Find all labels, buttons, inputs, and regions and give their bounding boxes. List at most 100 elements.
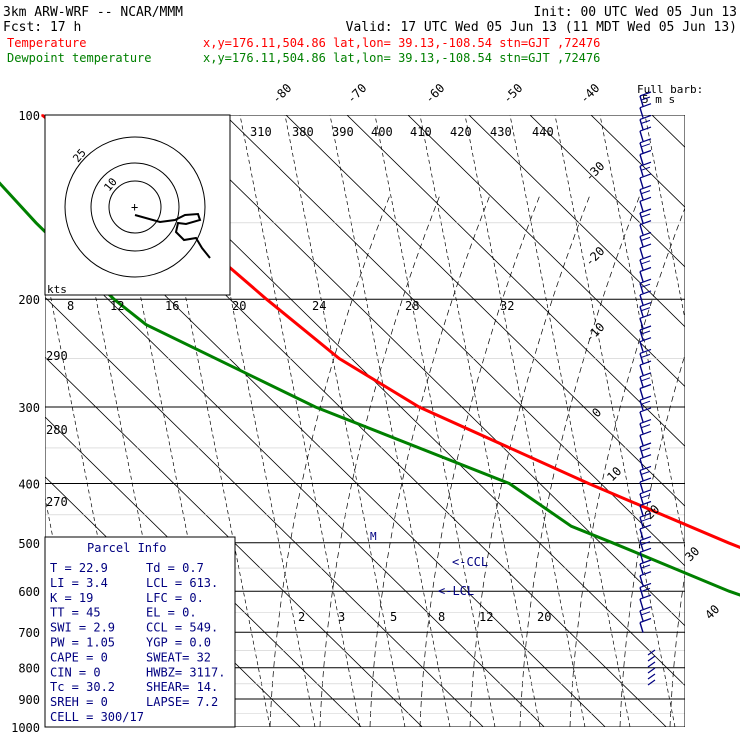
pressure-labels: 100 200 300 400 500 600 700 800 900 1000 <box>11 109 40 735</box>
parcel-info-value: LI = 3.4 <box>50 576 108 590</box>
mixing-ratio-label: 24 <box>312 299 326 313</box>
skewed-temp-label: 30 <box>682 544 702 564</box>
wind-barb <box>639 107 644 118</box>
wind-barb <box>647 679 656 686</box>
parcel-info-value: SREH = 0 <box>50 695 108 709</box>
wind-barb-flag <box>639 547 652 553</box>
pressure-tick-label: 500 <box>18 537 40 551</box>
parcel-info-value: Tc = 30.2 <box>50 680 115 694</box>
wind-barb-flag <box>641 587 651 592</box>
wind-barb-flag <box>639 196 652 202</box>
dry-adiabat <box>599 115 685 551</box>
hodograph-kts-label: kts <box>47 283 67 296</box>
dewpoint-point <box>145 323 147 326</box>
isotherm <box>163 115 685 627</box>
isotherm <box>590 115 685 208</box>
wind-barb-flag <box>641 330 651 335</box>
hodograph-ring-outer <box>64 136 206 278</box>
wind-barb-flag <box>639 536 652 542</box>
skewed-temp-label: 40 <box>702 602 722 622</box>
wind-barb-flag <box>639 313 652 319</box>
wind-barb-flag <box>639 489 652 495</box>
wind-barb <box>639 505 644 516</box>
mixing-ratio-label: 12 <box>479 610 493 624</box>
wind-barb <box>639 587 644 598</box>
wind-barb-flag <box>639 383 652 390</box>
wind-barb-flag <box>639 255 652 261</box>
wind-barb <box>639 470 644 481</box>
wind-barb-flag <box>639 302 652 308</box>
hodograph-inset: + 25 10 kts <box>44 114 231 296</box>
dewpoint-point <box>611 541 614 544</box>
wind-barb-flag <box>639 395 652 401</box>
isotherm <box>529 115 685 268</box>
wind-barb-flag <box>639 617 652 624</box>
wind-barb <box>647 661 656 668</box>
parcel-info-value: Td = 0.7 <box>146 561 204 575</box>
wind-barb-flag <box>641 517 651 522</box>
wind-barb <box>639 481 644 493</box>
parcel-info-value: K = 19 <box>50 591 93 605</box>
dewpoint-point <box>113 298 115 301</box>
mixing-ratio-label: 20 <box>537 610 551 624</box>
wind-barb <box>639 598 644 610</box>
wind-barb-flag <box>639 500 652 507</box>
skewed-temp-label: -60 <box>422 81 447 106</box>
dry-adiabat <box>464 115 586 727</box>
wind-barb-flag <box>639 114 652 120</box>
pressure-tick-label: 600 <box>18 585 40 599</box>
mixing-ratio-label: 16 <box>165 299 179 313</box>
valid-time: Valid: 17 UTC Wed 05 Jun 13 (11 MDT Wed … <box>346 20 737 35</box>
wind-barb-flag <box>639 161 652 167</box>
skewed-temp-label: -10 <box>582 320 607 345</box>
wind-barb-flag <box>641 260 651 265</box>
theta-label: 410 <box>410 125 432 139</box>
dewpoint-point <box>314 406 317 408</box>
isotherm <box>468 115 685 328</box>
parcel-info-value: LCL = 613. <box>146 576 218 590</box>
wind-barb-flag <box>639 231 652 237</box>
mixing-ratio-label: 12 <box>110 299 124 313</box>
wind-barb-flag <box>639 103 652 109</box>
wind-barb-flag <box>641 541 651 546</box>
wind-barb <box>647 673 656 680</box>
parcel-info-value: SWI = 2.9 <box>50 621 115 635</box>
wind-barb <box>639 388 644 399</box>
isotherm <box>346 115 685 447</box>
theta-label: 280 <box>46 423 68 437</box>
parcel-info-value: CCL = 549. <box>146 621 218 635</box>
parcel-info-value: PW = 1.05 <box>50 636 115 650</box>
isotherm <box>45 356 423 727</box>
wind-barb-flag <box>639 149 652 156</box>
wind-barb-flag <box>641 353 651 358</box>
wind-barb <box>639 236 644 247</box>
wind-barb-flag <box>639 419 652 425</box>
isotherm <box>45 296 484 727</box>
wind-barb-flag <box>639 185 652 191</box>
isotherm <box>224 115 685 567</box>
mixing-ratio-label: 28 <box>405 299 419 313</box>
wind-barb-flag <box>641 564 651 569</box>
pressure-tick-label: 700 <box>18 626 40 640</box>
temperature-legend: Temperature <box>7 36 86 50</box>
wind-barb <box>639 446 644 458</box>
wind-barb <box>639 353 644 364</box>
parcel-info-value: SWEAT= 32 <box>146 650 211 664</box>
temperature-point <box>41 114 43 116</box>
wind-barb <box>647 667 656 674</box>
theta-label: 400 <box>371 125 393 139</box>
wind-barb-flag <box>639 91 652 97</box>
dry-adiabat <box>45 266 136 727</box>
parcel-info-value: T = 22.9 <box>50 561 108 575</box>
wind-barb <box>639 189 644 200</box>
wind-barb-flag <box>641 143 651 148</box>
hodograph-ring-inner <box>108 180 162 234</box>
moist-adiabat <box>469 194 591 727</box>
wind-barb <box>639 341 644 352</box>
wind-barb-flag <box>639 348 652 354</box>
wind-barb-flag <box>641 400 651 405</box>
isotherm <box>684 87 740 740</box>
wind-barb <box>639 247 644 259</box>
wind-barb-flag <box>639 430 652 436</box>
